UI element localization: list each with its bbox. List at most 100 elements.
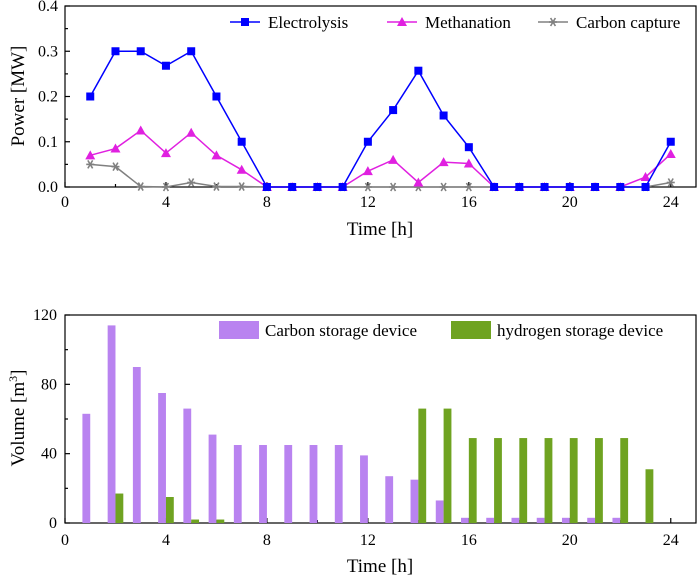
power-point-methanation (413, 177, 424, 187)
power-point-electrolysis (540, 183, 549, 191)
power-point-electrolysis (363, 137, 372, 146)
power-x-axis-title: Time [h] (347, 219, 413, 240)
power-point-electrolysis (86, 92, 95, 101)
bar-hydrogen-storage-device (443, 408, 452, 523)
bar-hydrogen-storage-device (216, 519, 225, 523)
bar-carbon-storage-device (334, 445, 343, 523)
power-point-methanation (211, 150, 222, 160)
volume-chart: 0 4 8 12 16 20 24 0 40 80 120 Time [h] Volume [m3]… (6, 307, 697, 577)
volume-y-tick-label: 40 (41, 446, 57, 463)
power-y-tick-label: 0.1 (38, 134, 58, 151)
power-point-electrolysis (464, 143, 473, 152)
power-point-electrolysis (237, 137, 246, 146)
volume-y-tick-label: 120 (33, 307, 57, 324)
bar-carbon-storage-device (461, 517, 469, 523)
volume-y-axis-title-main: Volume [m (8, 382, 29, 467)
bar-carbon-storage-device (183, 408, 192, 523)
bar-hydrogen-storage-device (191, 519, 200, 523)
bar-hydrogen-storage-device (468, 438, 477, 523)
power-x-tick-label: 24 (663, 194, 679, 211)
bar-carbon-storage-device (284, 445, 293, 523)
power-y-axis-title: Power [MW] (8, 46, 29, 147)
volume-y-axis-title-sup: 3 (6, 376, 20, 382)
legend-label-carbon-capture: Carbon capture (576, 13, 680, 32)
power-point-carbon-capture (161, 182, 170, 192)
power-point-electrolysis (666, 137, 675, 146)
power-line-carbon-capture (90, 163, 671, 188)
bar-hydrogen-storage-device (569, 438, 578, 523)
power-point-methanation (640, 172, 651, 182)
power-point-electrolysis (338, 183, 347, 191)
power-point-methanation (438, 157, 449, 167)
power-x-tick-label: 16 (461, 194, 477, 211)
bar-carbon-storage-device (435, 500, 444, 523)
power-point-electrolysis (515, 183, 524, 191)
power-point-carbon-capture (363, 182, 372, 192)
bar-carbon-storage-device (208, 434, 217, 523)
power-point-carbon-capture (111, 162, 120, 172)
power-point-carbon-capture (187, 178, 196, 187)
bar-carbon-storage-device (561, 517, 570, 523)
power-point-electrolysis (212, 92, 221, 101)
power-point-carbon-capture (212, 182, 221, 191)
volume-x-tick-label: 0 (61, 532, 69, 549)
bar-carbon-storage-device (360, 455, 368, 523)
power-point-electrolysis (414, 66, 423, 75)
power-point-methanation (135, 125, 146, 135)
bar-carbon-storage-device (309, 445, 318, 523)
power-point-electrolysis (641, 183, 650, 191)
power-point-electrolysis (161, 61, 170, 70)
power-point-electrolysis (187, 47, 196, 56)
power-plot-frame (64, 5, 697, 188)
power-x-tick-label: 8 (263, 194, 271, 211)
legend-label-electrolysis: Electrolysis (268, 13, 348, 32)
power-chart: 0 4 8 12 16 20 24 0.0 0.1 0.2 0.3 0.4 Time [h] Powe… (8, 0, 697, 240)
legend-swatch-carbon-storage-device (219, 321, 259, 339)
bar-hydrogen-storage-device (595, 438, 603, 523)
bar-carbon-storage-device (385, 476, 394, 523)
legend-label-carbon-storage-device: Carbon storage device (265, 321, 417, 340)
bar-hydrogen-storage-device (494, 438, 502, 523)
power-y-tick-label: 0.3 (38, 43, 58, 60)
bar-hydrogen-storage-device (115, 493, 124, 523)
power-point-electrolysis (439, 111, 448, 120)
power-x-tick-label: 12 (360, 194, 376, 211)
bar-carbon-storage-device (612, 517, 621, 523)
power-point-electrolysis (111, 47, 120, 56)
bar-hydrogen-storage-device (645, 469, 654, 523)
volume-y-axis-title-suffix: ] (8, 370, 29, 376)
legend-marker-carbon-capture (549, 17, 557, 27)
power-point-methanation (362, 166, 373, 176)
power-point-electrolysis (591, 183, 600, 191)
volume-x-tick-label: 8 (263, 532, 271, 549)
volume-y-tick-label: 80 (41, 376, 57, 393)
power-point-methanation (110, 143, 121, 153)
volume-ticks: 0 4 8 12 16 20 24 0 40 80 120 (33, 307, 679, 549)
power-point-carbon-capture (439, 182, 448, 192)
volume-x-tick-label: 4 (162, 532, 170, 549)
power-point-electrolysis (616, 183, 625, 191)
power-y-tick-label: 0.0 (38, 179, 58, 196)
bar-carbon-storage-device (486, 517, 495, 523)
legend-marker-methanation (397, 17, 407, 26)
bar-carbon-storage-device (587, 517, 596, 523)
bar-carbon-storage-device (82, 413, 91, 523)
power-point-methanation (160, 148, 171, 158)
legend-marker-electrolysis (241, 18, 249, 26)
power-x-tick-label: 20 (562, 194, 578, 211)
legend-label-hydrogen-storage-device: hydrogen storage device (497, 321, 663, 340)
power-y-tick-label: 0.2 (38, 89, 58, 106)
power-point-carbon-capture (666, 178, 675, 187)
power-point-electrolysis (313, 183, 322, 191)
power-point-methanation (665, 148, 676, 158)
power-point-electrolysis (490, 183, 499, 191)
bar-carbon-storage-device (511, 517, 520, 523)
power-point-electrolysis (288, 183, 297, 191)
power-point-electrolysis (262, 183, 271, 191)
power-ticks: 0 4 8 12 16 20 24 0.0 0.1 0.2 0.3 0.4 (38, 0, 679, 211)
bar-carbon-storage-device (259, 445, 267, 523)
power-series (85, 47, 676, 192)
bar-hydrogen-storage-device (418, 408, 427, 523)
power-x-tick-label: 4 (162, 194, 170, 211)
